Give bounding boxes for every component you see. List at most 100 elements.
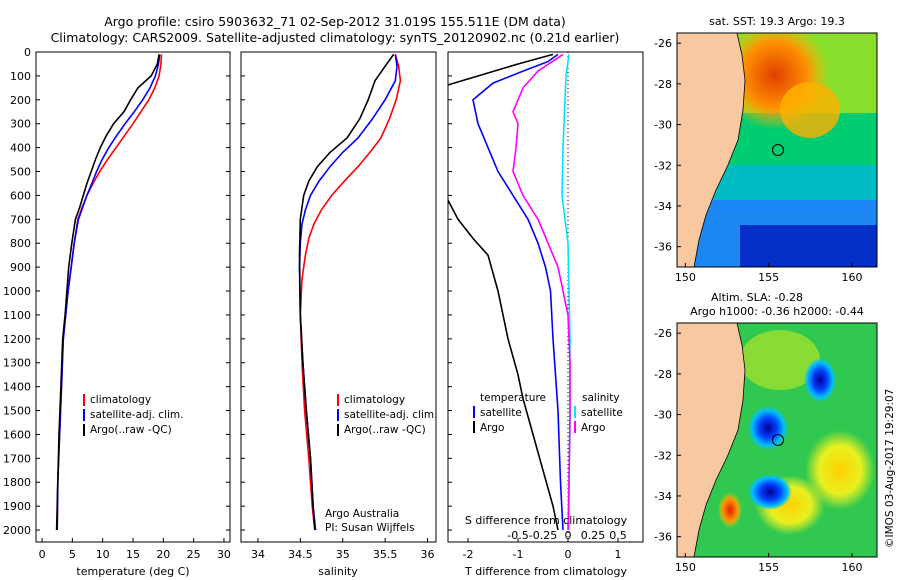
salinity-series (298, 53, 402, 531)
series-line-t-argo (448, 53, 559, 531)
map-y-tick-label: -30 (654, 119, 672, 132)
argo-position-marker-sla (772, 434, 784, 446)
sst-map (677, 33, 877, 267)
difference-panel-frame (447, 51, 644, 543)
map-y-tick-label: -26 (654, 37, 672, 50)
legend-label: Argo (581, 422, 605, 434)
temperature-xlabel: temperature (deg C) (76, 565, 189, 578)
map-x-tick-label: 160 (842, 271, 863, 284)
temperature-series (55, 54, 163, 531)
series-line-argo-raw-qc- (298, 53, 395, 531)
series-line-t-satellite (472, 53, 564, 531)
x-tick-label: -1 (513, 548, 524, 561)
x-tick-label: 35 (336, 548, 350, 561)
legend-label: satellite (581, 407, 623, 419)
series-line-s-argo (512, 53, 571, 531)
x-tick-label: 0 (39, 548, 46, 561)
map-x-tick-label: 160 (842, 561, 863, 574)
depth-tick-label: 400 (10, 142, 31, 155)
sst-map-axes: 150 155 160 -26 -28 -30 -32 -34 -36 (654, 37, 862, 284)
salinity-xaxis: 34 34.5 35 35.5 36 (251, 538, 435, 561)
depth-tick-label: 100 (10, 70, 31, 83)
map-y-tick-label: -28 (654, 368, 672, 381)
depth-tick-label: 1900 (3, 500, 31, 513)
legend-label: Argo(..raw -QC) (90, 424, 172, 436)
x-tick-label: 34 (251, 548, 265, 561)
depth-tick-label: 1800 (3, 476, 31, 489)
legend-title-temperature: temperature (480, 392, 546, 404)
difference-series (448, 53, 571, 531)
map-x-tick-label: 150 (675, 271, 696, 284)
salinity-legend: climatology satellite-adj. clim. Argo(..… (337, 394, 437, 436)
difference-legend: temperature salinity satellite Argo sate… (473, 392, 623, 434)
depth-tick-label: 1500 (3, 405, 31, 418)
legend-label: satellite (480, 407, 522, 419)
series-line-climatology (56, 54, 163, 531)
map-y-tick-label: -26 (654, 327, 672, 340)
x-tick-label: 20 (156, 548, 170, 561)
credit-text: ©IMOS 03-Aug-2017 19:29:07 (884, 389, 896, 548)
annotation-line-1: Argo Australia (325, 508, 399, 520)
x-tick-label: 5 (69, 548, 76, 561)
sst-map-frame (676, 32, 878, 268)
temperature-panel-frame (35, 51, 231, 543)
depth-tick-label: 2000 (3, 524, 31, 537)
argo-position-marker-sst (772, 144, 784, 156)
depth-tick-label: 900 (10, 261, 31, 274)
temperature-xaxis: 0 5 10 15 20 25 30 (39, 538, 231, 561)
map-x-tick-label: 155 (758, 271, 779, 284)
x-tick-label: 10 (96, 548, 110, 561)
x-tick-label: 25 (187, 548, 201, 561)
legend-label: Argo (480, 422, 504, 434)
map-y-tick-label: -32 (654, 159, 672, 172)
series-line-satellite-adj-clim- (298, 54, 398, 531)
depth-tick-label: 1000 (3, 285, 31, 298)
t-difference-xlabel: T difference from climatology (464, 565, 627, 578)
sla-map-axes: 150 155 160 -26 -28 -30 -32 -34 -36 (654, 327, 862, 574)
salinity-xlabel: salinity (318, 565, 358, 578)
salinity-panel-frame (240, 51, 437, 543)
temperature-legend: climatology satellite-adj. clim. Argo(..… (83, 394, 183, 436)
sla-map-title-2: Argo h1000: -0.36 h2000: -0.44 (690, 305, 864, 318)
x-tick-label: 35.5 (373, 548, 398, 561)
map-y-tick-label: -34 (654, 200, 672, 213)
sla-map-frame (676, 322, 878, 558)
depth-tick-label: 1200 (3, 333, 31, 346)
map-y-tick-label: -30 (654, 409, 672, 422)
sla-map (677, 323, 877, 557)
map-y-tick-label: -36 (654, 241, 672, 254)
series-line-satellite-adj-clim- (56, 54, 161, 531)
map-y-tick-label: -28 (654, 78, 672, 91)
map-x-tick-label: 155 (758, 561, 779, 574)
depth-tick-label: 1700 (3, 452, 31, 465)
x-tick-label: -2 (463, 548, 474, 561)
annotation-line-2: PI: Susan Wijffels (325, 522, 415, 534)
depth-tick-label: 700 (10, 213, 31, 226)
depth-tick-label: 200 (10, 94, 31, 107)
depth-axis: 0 100 200 300 400 500 600 700 800 900 1000 1100 1200… (3, 46, 452, 537)
depth-tick-label: 1100 (3, 309, 31, 322)
legend-label: climatology (90, 394, 151, 406)
legend-label: climatology (344, 394, 405, 406)
x-tick-label: 30 (217, 548, 231, 561)
difference-xaxis: -2 -1 0 1 -0.5 -0.25 0 0.25 0.5 (463, 529, 627, 561)
x-tick-label: 34.5 (288, 548, 313, 561)
sla-map-title-1: Altim. SLA: -0.28 (711, 291, 803, 304)
legend-label: Argo(..raw -QC) (344, 424, 426, 436)
depth-tick-label: 0 (24, 46, 31, 59)
depth-tick-label: 300 (10, 118, 31, 131)
map-y-tick-label: -36 (654, 531, 672, 544)
series-line-climatology (299, 54, 402, 531)
s-tick-label: 0.5 (609, 529, 627, 542)
series-line-argo-raw-qc- (55, 54, 160, 531)
map-y-tick-label: -32 (654, 449, 672, 462)
x-tick-label: 15 (126, 548, 140, 561)
x-tick-label: 36 (421, 548, 435, 561)
depth-tick-label: 1300 (3, 357, 31, 370)
x-tick-label: 1 (615, 548, 622, 561)
sst-map-title: sat. SST: 19.3 Argo: 19.3 (709, 15, 845, 28)
map-x-tick-label: 150 (675, 561, 696, 574)
legend-label: satellite-adj. clim. (90, 409, 183, 421)
s-tick-label: 0 (565, 529, 572, 542)
